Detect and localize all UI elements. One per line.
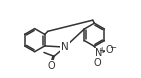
Text: −: −: [109, 43, 116, 52]
Text: O: O: [94, 58, 101, 68]
Text: +: +: [98, 46, 104, 55]
Text: N: N: [61, 42, 69, 52]
Text: O: O: [48, 61, 56, 71]
Text: N: N: [94, 48, 102, 58]
Text: O: O: [105, 45, 113, 55]
